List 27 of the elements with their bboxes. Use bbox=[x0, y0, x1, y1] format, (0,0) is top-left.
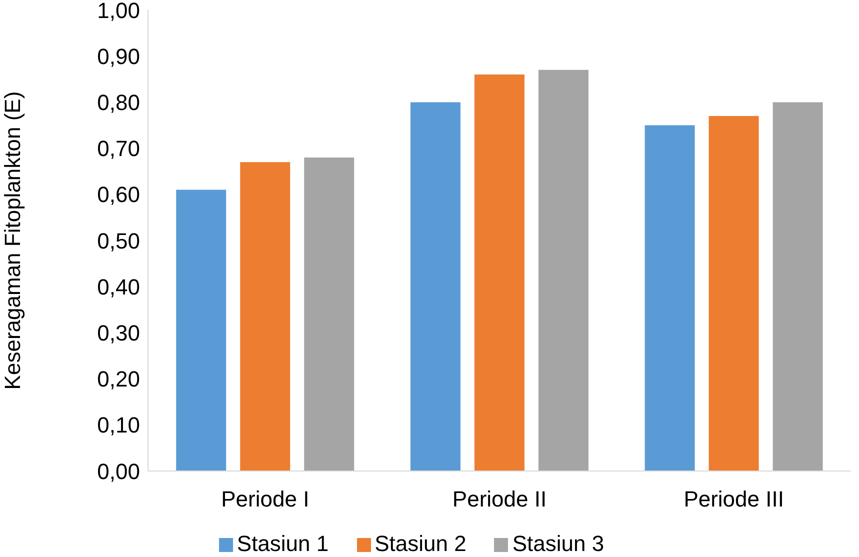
y-tick-label: 0,70 bbox=[97, 136, 140, 162]
y-tick-label: 0,80 bbox=[97, 90, 140, 116]
y-tick-label: 1,00 bbox=[97, 0, 140, 23]
y-tick-label: 0,00 bbox=[97, 458, 140, 484]
y-tick-label: 0,30 bbox=[97, 320, 140, 346]
y-axis-title: Keseragaman Fitoplankton (E) bbox=[0, 91, 25, 390]
legend-label: Stasiun 1 bbox=[236, 531, 329, 556]
bar bbox=[538, 70, 588, 471]
bar bbox=[240, 162, 290, 471]
bar bbox=[644, 125, 695, 471]
y-tick-label: 0,40 bbox=[97, 274, 140, 300]
bar bbox=[176, 190, 226, 471]
y-tick-label: 0,60 bbox=[97, 182, 140, 208]
bar bbox=[708, 116, 759, 471]
bar bbox=[304, 158, 354, 471]
y-tick-label: 0,50 bbox=[97, 228, 140, 254]
x-tick-label: Periode II bbox=[452, 486, 547, 512]
x-tick-label: Periode III bbox=[684, 486, 784, 512]
y-tick-label: 0,20 bbox=[97, 366, 140, 392]
legend-label: Stasiun 2 bbox=[374, 531, 466, 556]
y-tick-label: 0,90 bbox=[97, 44, 140, 69]
bar bbox=[772, 102, 823, 471]
bar bbox=[474, 74, 524, 471]
x-tick-label: Periode I bbox=[221, 486, 310, 512]
bar bbox=[410, 102, 460, 471]
legend-label: Stasiun 3 bbox=[512, 531, 604, 556]
y-tick-label: 0,10 bbox=[97, 412, 140, 438]
